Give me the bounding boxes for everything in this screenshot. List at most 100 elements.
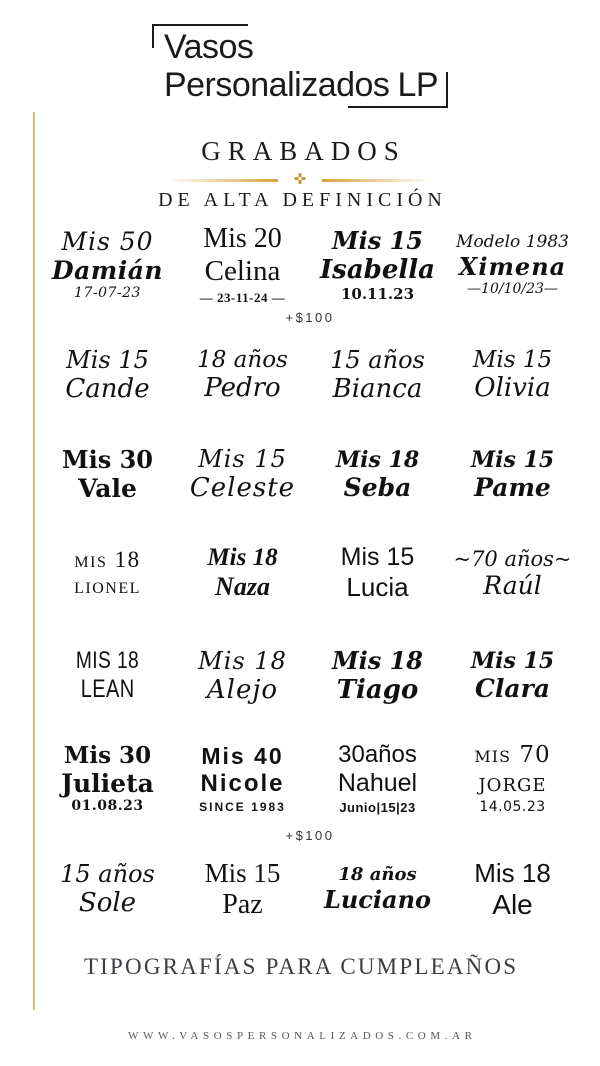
sample-line-2: Celeste: [189, 473, 296, 503]
bracket-bottom-right-icon: [428, 72, 449, 108]
sample-line-1: Mis 40: [201, 742, 284, 769]
surcharge-note-top: +$100: [285, 310, 335, 325]
sample-cell[interactable]: Mis 18 Ale: [445, 843, 580, 935]
sample-line-3: —10/10/23—: [467, 280, 558, 297]
gold-vertical-rule: [33, 112, 35, 1010]
sample-cell[interactable]: Mis 20 Celina — 23-11-24 —: [175, 218, 310, 310]
sample-row: Mis 30 Vale Mis 15 Celeste Mis 18 Seba M…: [40, 425, 580, 523]
sample-line-2: Olivia: [474, 373, 551, 403]
sample-line-2: Ale: [492, 888, 533, 920]
sample-cell[interactable]: Mis 18 Naza: [175, 523, 310, 623]
sample-line-2: Pedro: [204, 373, 281, 403]
sample-cell[interactable]: Mis 40 Nicole SINCE 1983: [175, 728, 310, 828]
sample-line-2: Ximena: [458, 251, 567, 281]
sample-cell[interactable]: Modelo 1983 Ximena —10/10/23—: [445, 218, 580, 310]
sample-line-1: Mis 18: [474, 857, 551, 888]
sample-cell[interactable]: MIS 18 LEAN: [40, 623, 175, 728]
sample-line-2: Bianca: [332, 374, 423, 404]
sample-cell[interactable]: Mis 15 Celeste: [175, 425, 310, 523]
sample-cell[interactable]: MIS 70 JORGE 14.05.23: [445, 728, 580, 828]
sample-line-1: Mis 15: [340, 543, 415, 571]
sample-line-2: Luciano: [323, 885, 432, 914]
logo-line-1: Vasos: [163, 28, 254, 66]
sample-cell[interactable]: 30años Nahuel Junio|15|23: [310, 728, 445, 828]
sample-cell[interactable]: 15 años Bianca: [310, 325, 445, 425]
sample-cell[interactable]: Mis 15 Lucia: [310, 523, 445, 623]
bracket-underline-icon: [348, 106, 431, 108]
sample-row: MIS 18 LIONEL Mis 18 Naza Mis 15 Lucia ~…: [40, 523, 580, 623]
sample-cell[interactable]: Mis 30 Vale: [40, 425, 175, 523]
ornament-divider: ✜: [166, 172, 434, 187]
sample-line-1: Modelo 1983: [456, 231, 569, 252]
page-caption: TIPOGRAFÍAS PARA CUMPLEAÑOS: [83, 954, 519, 979]
sample-cell[interactable]: ~70 años~ Raúl: [445, 523, 580, 623]
sample-cell[interactable]: Mis 18 Seba: [310, 425, 445, 523]
sample-line-2: LEAN: [80, 675, 135, 703]
sample-line-2: Cande: [65, 374, 150, 404]
sample-cell[interactable]: MIS 18 LIONEL: [40, 523, 175, 623]
sample-line-2: Tiago: [336, 675, 419, 705]
sample-cell[interactable]: 15 años Sole: [40, 843, 175, 935]
sample-line-1: MIS 70: [474, 741, 551, 768]
sample-line-1: ~70 años~: [453, 546, 572, 571]
sample-line-2: LIONEL: [74, 573, 141, 598]
headline-title: GRABADOS: [201, 136, 406, 166]
sample-cell[interactable]: Mis 18 Tiago: [310, 623, 445, 728]
sample-line-1: Mis 15: [332, 225, 423, 255]
sample-line-1: Mis 50: [61, 227, 154, 256]
sample-cell[interactable]: 18 años Luciano: [310, 843, 445, 935]
sample-line-2: Isabella: [320, 254, 435, 285]
headline-subtitle: DE ALTA DEFINICIÓN: [158, 189, 447, 211]
sample-line-1: 18 años: [338, 864, 417, 885]
bracket-top-left-icon: [151, 24, 248, 48]
sample-cell[interactable]: Mis 50 Damián 17-07-23: [40, 218, 175, 310]
sample-line-2: Clara: [475, 674, 550, 703]
sample-line-3: 14.05.23: [479, 798, 546, 815]
logo-line-2: Personalizados: [163, 66, 390, 104]
ornament-bar-right: [322, 179, 434, 182]
sample-line-3: SINCE 1983: [199, 799, 286, 814]
typography-sample-grid: Mis 50 Damián 17-07-23 Mis 20 Celina — 2…: [40, 218, 580, 935]
sample-line-1: Mis 30: [63, 742, 152, 769]
sample-row: Mis 15 Cande 18 años Pedro 15 años Bianc…: [40, 325, 580, 425]
sample-line-3: 17-07-23: [74, 285, 141, 301]
sample-line-1: Mis 18: [198, 646, 287, 675]
sample-line-3: 10.11.23: [340, 284, 415, 303]
surcharge-note-bottom: +$100: [285, 828, 335, 843]
sample-line-2: Seba: [343, 472, 412, 502]
sample-line-3: 01.08.23: [71, 798, 144, 814]
sample-line-1: Mis 15: [66, 346, 149, 374]
sample-line-2: Naza: [215, 572, 270, 601]
sample-line-2: Nicole: [200, 769, 285, 797]
sample-line-2: Lucia: [346, 572, 409, 602]
sample-line-2: Sole: [78, 888, 137, 918]
sample-cell[interactable]: Mis 15 Cande: [40, 325, 175, 425]
sample-line-2: Vale: [78, 474, 137, 503]
sample-line-1: 18 años: [197, 347, 288, 373]
sample-line-1: Mis 15: [470, 648, 555, 674]
sample-line-2: Nahuel: [337, 769, 418, 797]
sample-line-1: Mis 15: [204, 857, 281, 888]
sample-line-1: MIS 18: [74, 547, 141, 572]
sample-line-2: Pame: [474, 472, 551, 502]
sample-cell[interactable]: Mis 15 Paz: [175, 843, 310, 935]
sample-line-1: Mis 18: [332, 646, 423, 675]
sample-cell[interactable]: Mis 15 Isabella 10.11.23: [310, 218, 445, 310]
sample-line-1: 30años: [338, 741, 417, 768]
ornament-bar-left: [166, 179, 278, 182]
sample-line-1: 15 años: [330, 346, 425, 374]
sample-cell[interactable]: Mis 30 Julieta 01.08.23: [40, 728, 175, 828]
sample-line-1: 15 años: [60, 860, 155, 888]
sample-line-1: Mis 15: [198, 445, 287, 473]
sample-cell[interactable]: Mis 18 Alejo: [175, 623, 310, 728]
sample-cell[interactable]: Mis 15 Olivia: [445, 325, 580, 425]
sample-line-1: Mis 15: [470, 446, 555, 473]
sample-row: MIS 18 LEAN Mis 18 Alejo Mis 18 Tiago Mi…: [40, 623, 580, 728]
sample-cell[interactable]: 18 años Pedro: [175, 325, 310, 425]
sample-cell[interactable]: Mis 15 Pame: [445, 425, 580, 523]
sample-line-1: MIS 18: [75, 647, 140, 674]
sample-row: 15 años Sole Mis 15 Paz 18 años Luciano …: [40, 843, 580, 935]
sample-line-1: Mis 18: [207, 544, 278, 571]
sample-row: Mis 30 Julieta 01.08.23 Mis 40 Nicole SI…: [40, 728, 580, 828]
sample-cell[interactable]: Mis 15 Clara: [445, 623, 580, 728]
